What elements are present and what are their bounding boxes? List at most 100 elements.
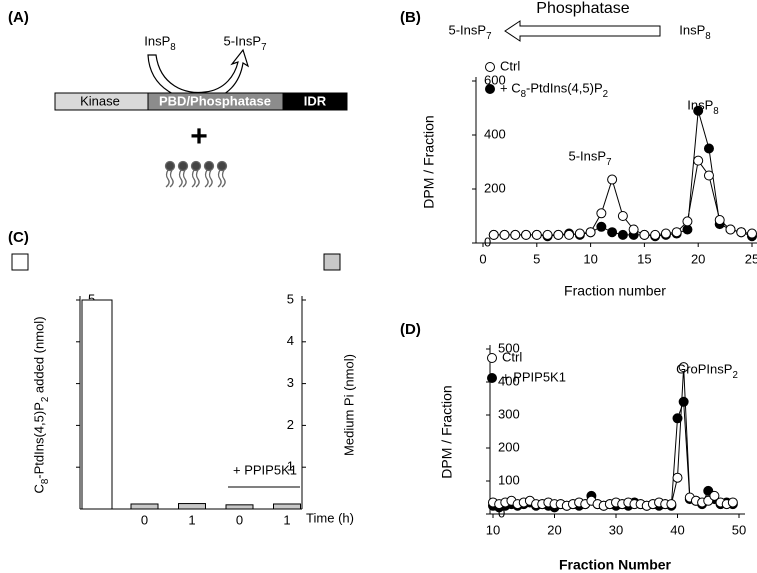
y-tick-label: 400 [498, 373, 520, 388]
x-tick-label: 20 [547, 522, 561, 537]
x-tick-label: 1 [283, 512, 290, 527]
data-point [693, 105, 704, 116]
x-tick-label: 1 [188, 512, 195, 527]
domain-label: PBD/Phosphatase [159, 93, 271, 108]
data-point [499, 229, 510, 240]
annotation: GroPInsP2 [676, 361, 738, 381]
y-tick-label: 3 [287, 375, 294, 390]
data-point [574, 228, 585, 239]
y-axis-title: C8-PtdIns(4,5)P2 added (nmol) [31, 316, 51, 493]
legend-label: Ctrl [500, 58, 520, 73]
bar [130, 503, 159, 510]
data-point [666, 499, 677, 510]
x-tick-label: 0 [141, 512, 148, 527]
panel-label: (C) [8, 229, 29, 246]
data-point [736, 227, 747, 238]
annotation: InsP8 [687, 97, 718, 117]
x-tick-label: 25 [745, 251, 757, 266]
legend-key [11, 253, 29, 271]
data-point [564, 229, 575, 240]
legend-marker [485, 62, 495, 72]
enzyme-label: Phosphatase [536, 0, 630, 17]
bar [178, 503, 206, 510]
data-point [585, 227, 596, 238]
idr-domain [282, 92, 348, 111]
y-tick-label: 5 [88, 291, 95, 306]
data-point [607, 174, 618, 185]
x-tick-label: 15 [637, 251, 651, 266]
x-axis-title: Fraction number [564, 283, 666, 299]
product-label: 5-InsP7 [448, 22, 491, 42]
annotation: 5-InsP7 [568, 148, 611, 168]
y-tick-label: 2 [287, 417, 294, 432]
plus-sign: + [190, 120, 208, 153]
y-tick-label: 200 [498, 439, 520, 454]
panel-label: (B) [400, 9, 421, 26]
y2-axis-title: Medium Pi (nmol) [341, 354, 356, 456]
legend-label: + C8-PtdIns(4,5)P2 [500, 80, 608, 100]
y-tick-label: 5 [287, 291, 294, 306]
data-point [671, 227, 682, 238]
data-point [660, 228, 671, 239]
y-tick-label: 1 [287, 459, 294, 474]
y-tick-label: 400 [484, 126, 506, 141]
x-tick-label: 0 [479, 251, 486, 266]
x-tick-label: 50 [732, 522, 746, 537]
legend-label: + PPIP5K1 [502, 369, 566, 384]
data-point [703, 143, 714, 154]
y-axis-title: DPM / Fraction [439, 385, 455, 478]
data-point [596, 221, 607, 232]
data-point [488, 229, 499, 240]
y-axis-title: DPM / Fraction [421, 115, 437, 208]
series-line [492, 401, 733, 508]
x-tick-label: 40 [670, 522, 684, 537]
bar [225, 504, 254, 510]
reaction-arrow [504, 20, 661, 42]
data-point [709, 490, 720, 501]
domain-label: IDR [304, 93, 327, 108]
data-point [531, 229, 542, 240]
data-point [607, 227, 618, 238]
data-point [628, 224, 639, 235]
bar [273, 503, 301, 510]
x-axis-title: Time (h) [306, 510, 354, 525]
data-point [678, 396, 689, 407]
data-point [703, 170, 714, 181]
data-point [727, 497, 738, 508]
y-tick-label: 0 [484, 234, 491, 249]
y-tick-label: 500 [498, 340, 520, 355]
x-tick-label: 20 [691, 251, 705, 266]
legend-key [323, 253, 341, 271]
data-point [596, 208, 607, 219]
series-line [493, 159, 753, 236]
x-tick-label: 0 [236, 512, 243, 527]
panel-label: (A) [8, 9, 29, 26]
x-axis-title: Fraction Number [559, 557, 672, 573]
legend-label: Ctrl [502, 349, 522, 364]
panel-label: (D) [400, 321, 421, 338]
domain-label: Kinase [80, 93, 120, 108]
y-tick-label: 4 [287, 333, 294, 348]
annotation: + PPIP5K1 [233, 462, 297, 477]
data-point [693, 155, 704, 166]
data-point [672, 413, 683, 424]
data-point [510, 229, 521, 240]
legend-marker [487, 353, 497, 363]
lipid-icons [164, 160, 228, 188]
y-tick-label: 600 [484, 72, 506, 87]
x-tick-label: 5 [533, 251, 540, 266]
data-point [553, 229, 564, 240]
product-label: 5-InsP7 [223, 33, 266, 53]
data-point [542, 229, 553, 240]
data-point [650, 229, 661, 240]
series-line [492, 367, 733, 507]
legend-marker [487, 373, 497, 383]
x-tick-label: 30 [609, 522, 623, 537]
data-point [672, 472, 683, 483]
x-tick-label: 10 [583, 251, 597, 266]
data-point [747, 228, 757, 239]
x-tick-label: 10 [486, 522, 500, 537]
data-point [617, 229, 628, 240]
data-point [521, 229, 532, 240]
